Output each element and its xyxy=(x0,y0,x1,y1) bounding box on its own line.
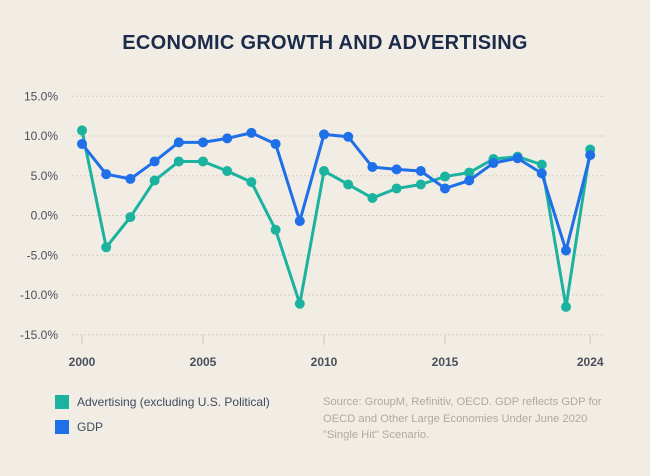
data-point-gdp xyxy=(77,138,87,149)
data-point-gdp xyxy=(464,175,475,186)
data-point-advertising xyxy=(77,125,87,136)
data-point-advertising xyxy=(101,242,112,253)
data-point-gdp xyxy=(319,129,329,140)
series-gdp xyxy=(77,127,596,256)
data-point-gdp xyxy=(440,183,450,194)
gridlines xyxy=(72,95,605,336)
y-tick-label: 15.0% xyxy=(24,89,58,103)
legend-swatch-advertising xyxy=(55,395,69,409)
data-point-gdp xyxy=(488,158,499,169)
data-point-gdp xyxy=(270,138,281,149)
data-point-advertising xyxy=(198,156,208,167)
data-point-gdp xyxy=(585,150,596,161)
y-tick-label: -10.0% xyxy=(20,288,58,302)
data-point-advertising xyxy=(173,156,184,167)
data-point-gdp xyxy=(125,173,136,184)
y-tick-label: 10.0% xyxy=(24,129,58,143)
data-point-advertising xyxy=(343,179,354,190)
data-point-advertising xyxy=(149,175,160,186)
y-tick-label: -15.0% xyxy=(20,328,58,342)
series-line-gdp xyxy=(80,131,592,252)
legend: Advertising (excluding U.S. Political) G… xyxy=(55,393,270,443)
data-point-advertising xyxy=(319,165,329,176)
data-point-gdp xyxy=(198,137,208,148)
x-tick-label: 2024 xyxy=(577,355,604,369)
data-point-gdp xyxy=(173,137,184,148)
y-tick-label: 5.0% xyxy=(31,169,59,183)
data-point-advertising xyxy=(561,301,571,312)
series-advertising xyxy=(77,125,596,312)
data-point-gdp xyxy=(561,245,571,256)
legend-label-gdp: GDP xyxy=(77,420,104,434)
data-point-gdp xyxy=(343,131,354,142)
data-point-gdp xyxy=(294,216,305,227)
x-tick-label: 2010 xyxy=(311,355,338,369)
series-lines xyxy=(77,125,596,312)
series-line-advertising xyxy=(80,130,592,309)
data-point-gdp xyxy=(149,156,160,167)
source-note: Source: GroupM, Refinitiv, OECD. GDP ref… xyxy=(323,396,602,441)
chart-title: ECONOMIC GROWTH AND ADVERTISING xyxy=(122,32,528,54)
data-point-advertising xyxy=(464,167,475,178)
data-point-advertising xyxy=(125,212,136,223)
data-point-gdp xyxy=(222,133,233,144)
data-point-advertising xyxy=(415,179,426,190)
legend-swatch-gdp xyxy=(55,420,69,434)
legend-label-advertising: Advertising (excluding U.S. Political) xyxy=(77,395,270,409)
data-point-gdp xyxy=(391,164,402,175)
data-point-advertising xyxy=(367,193,378,204)
x-axis: 2000 2005 2010 2015 2024 xyxy=(69,334,604,369)
data-point-gdp xyxy=(246,127,257,138)
data-point-advertising xyxy=(246,177,257,188)
x-tick-label: 2015 xyxy=(432,355,459,369)
data-point-gdp xyxy=(367,162,378,173)
y-tick-label: 0.0% xyxy=(31,209,59,223)
data-point-advertising xyxy=(222,165,233,176)
data-point-gdp xyxy=(415,165,426,176)
data-point-gdp xyxy=(101,169,112,180)
data-point-advertising xyxy=(270,224,281,235)
line-chart: 15.0% 10.0% 5.0% 0.0% -5.0% -10.0% -15.0% 2000… xyxy=(20,89,605,369)
data-point-advertising xyxy=(294,298,305,309)
data-point-gdp xyxy=(536,168,547,179)
data-point-gdp xyxy=(512,153,523,164)
x-tick-label: 2000 xyxy=(69,355,96,369)
x-tick-label: 2005 xyxy=(190,355,217,369)
y-axis-labels: 15.0% 10.0% 5.0% 0.0% -5.0% -10.0% -15.0% xyxy=(20,89,58,342)
data-point-advertising xyxy=(440,171,450,182)
y-tick-label: -5.0% xyxy=(27,248,59,262)
data-point-advertising xyxy=(391,183,402,194)
legend-item-gdp: GDP xyxy=(55,418,270,436)
legend-item-advertising: Advertising (excluding U.S. Political) xyxy=(55,393,270,411)
data-point-advertising xyxy=(536,159,547,170)
